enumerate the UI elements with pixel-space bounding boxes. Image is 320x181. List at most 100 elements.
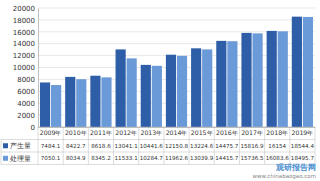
table-value: 10284.7 xyxy=(140,155,164,161)
table-value: 14475.7 xyxy=(215,143,239,149)
table-value: 15816.9 xyxy=(240,143,264,149)
y-tick: 6000 xyxy=(17,88,38,96)
y-tick-label: 10000 xyxy=(13,64,35,72)
series-bars xyxy=(51,17,313,127)
bar xyxy=(216,41,226,127)
bar xyxy=(166,55,176,127)
x-tick-label: 2011年 xyxy=(90,129,112,136)
bar xyxy=(90,76,100,127)
x-tick: 2012年 xyxy=(115,127,137,136)
table-value: 12150.8 xyxy=(165,143,189,149)
bar xyxy=(76,79,86,127)
x-tick: 2013年 xyxy=(140,127,162,136)
bar xyxy=(152,66,162,127)
grid-line xyxy=(38,19,315,20)
y-tick-label: 8000 xyxy=(17,76,35,84)
y-tick-label: 14000 xyxy=(13,40,35,48)
table-value: 7050.1 xyxy=(41,155,61,161)
legend-swatch xyxy=(3,156,8,161)
table-value: 18544.4 xyxy=(291,143,315,149)
table-line xyxy=(88,127,89,165)
x-tick-label: 2018年 xyxy=(266,129,288,136)
x-tick: 2015年 xyxy=(191,127,213,136)
table-line xyxy=(1,152,315,153)
table-line xyxy=(1,164,315,165)
x-tick: 2018年 xyxy=(266,127,288,136)
x-tick-label: 2016年 xyxy=(216,129,238,136)
x-tick-label: 2012年 xyxy=(115,129,137,136)
x-tick-label: 2019年 xyxy=(292,129,314,136)
x-tick: 2019年 xyxy=(292,127,314,136)
bar xyxy=(40,82,50,127)
table-line xyxy=(1,139,315,140)
bar xyxy=(177,56,187,127)
table-value: 8422.7 xyxy=(66,143,86,149)
x-tick-label: 2014年 xyxy=(166,129,188,136)
grid xyxy=(38,8,315,127)
table-value: 8345.2 xyxy=(91,155,111,161)
y-tick-label: 2000 xyxy=(17,112,35,120)
bar xyxy=(303,17,313,127)
y-tick: 14000 xyxy=(13,40,38,48)
y-tick: 10000 xyxy=(13,64,38,72)
y-tick: 12000 xyxy=(13,52,38,60)
bar xyxy=(267,31,277,127)
bar xyxy=(241,33,251,127)
x-tick: 2014年 xyxy=(166,127,188,136)
data-table: 产生量 7484.1 8422.7 8618.6 13041.110441.612150… xyxy=(1,127,315,165)
table-value: 7484.1 xyxy=(41,143,61,149)
x-tick: 2010年 xyxy=(65,127,87,136)
table-value: 11962.6 xyxy=(165,155,189,161)
bars xyxy=(40,17,313,127)
bar xyxy=(252,33,262,127)
table-line xyxy=(63,127,64,165)
y-tick-label: 0 xyxy=(31,124,35,132)
y-tick: 0 xyxy=(31,124,38,132)
x-tick: 2009年 xyxy=(40,127,62,136)
table-value: 11533.1 xyxy=(115,155,139,161)
bar xyxy=(65,77,75,127)
chart: 0 2000 4000 6000 8000 10000 12000 14000 16000 180… xyxy=(0,0,320,181)
y-tick: 2000 xyxy=(17,112,38,120)
table-line xyxy=(1,140,2,165)
y-tick: 8000 xyxy=(17,76,38,84)
bar xyxy=(51,85,61,127)
table-line xyxy=(38,127,315,128)
table-value: 18495.7 xyxy=(291,155,315,161)
x-axis-line xyxy=(39,127,316,128)
table-value: 16154 xyxy=(268,143,286,149)
bar xyxy=(101,77,111,127)
table-value: 8618.6 xyxy=(91,143,111,149)
table-value: 13041.1 xyxy=(115,143,139,149)
bar xyxy=(191,48,201,127)
x-tick: 2016年 xyxy=(216,127,238,136)
table-value: 10441.6 xyxy=(140,143,164,149)
y-tick-label: 16000 xyxy=(13,29,35,37)
y-tick-label: 18000 xyxy=(13,17,35,25)
table-value: 13224.6 xyxy=(190,143,214,149)
y-tick-label: 12000 xyxy=(13,52,35,60)
watermark: 观研报告网 xyxy=(275,163,316,172)
legend-swatch xyxy=(3,143,8,148)
bar xyxy=(116,49,126,127)
x-tick: 2017年 xyxy=(241,127,263,136)
x-tick-label: 2013年 xyxy=(140,129,162,136)
table-value: 13039.9 xyxy=(190,155,214,161)
bar xyxy=(278,31,288,127)
y-tick: 18000 xyxy=(13,17,38,25)
legend-label: 产生量 xyxy=(10,142,31,150)
y-tick: 4000 xyxy=(17,100,38,108)
bar xyxy=(202,49,212,127)
x-tick: 2011年 xyxy=(90,127,112,136)
y-tick: 20000 xyxy=(13,5,38,13)
grid-line xyxy=(38,8,315,9)
bar xyxy=(141,65,151,127)
series-bars xyxy=(40,17,302,127)
x-tick-label: 2017年 xyxy=(241,129,263,136)
y-tick: 16000 xyxy=(13,29,38,37)
bar xyxy=(227,41,237,127)
y-tick-label: 6000 xyxy=(17,88,35,96)
x-tick-label: 2015年 xyxy=(191,129,213,136)
x-tick-label: 2009年 xyxy=(40,129,62,136)
legend-label: 处理量 xyxy=(10,155,31,163)
